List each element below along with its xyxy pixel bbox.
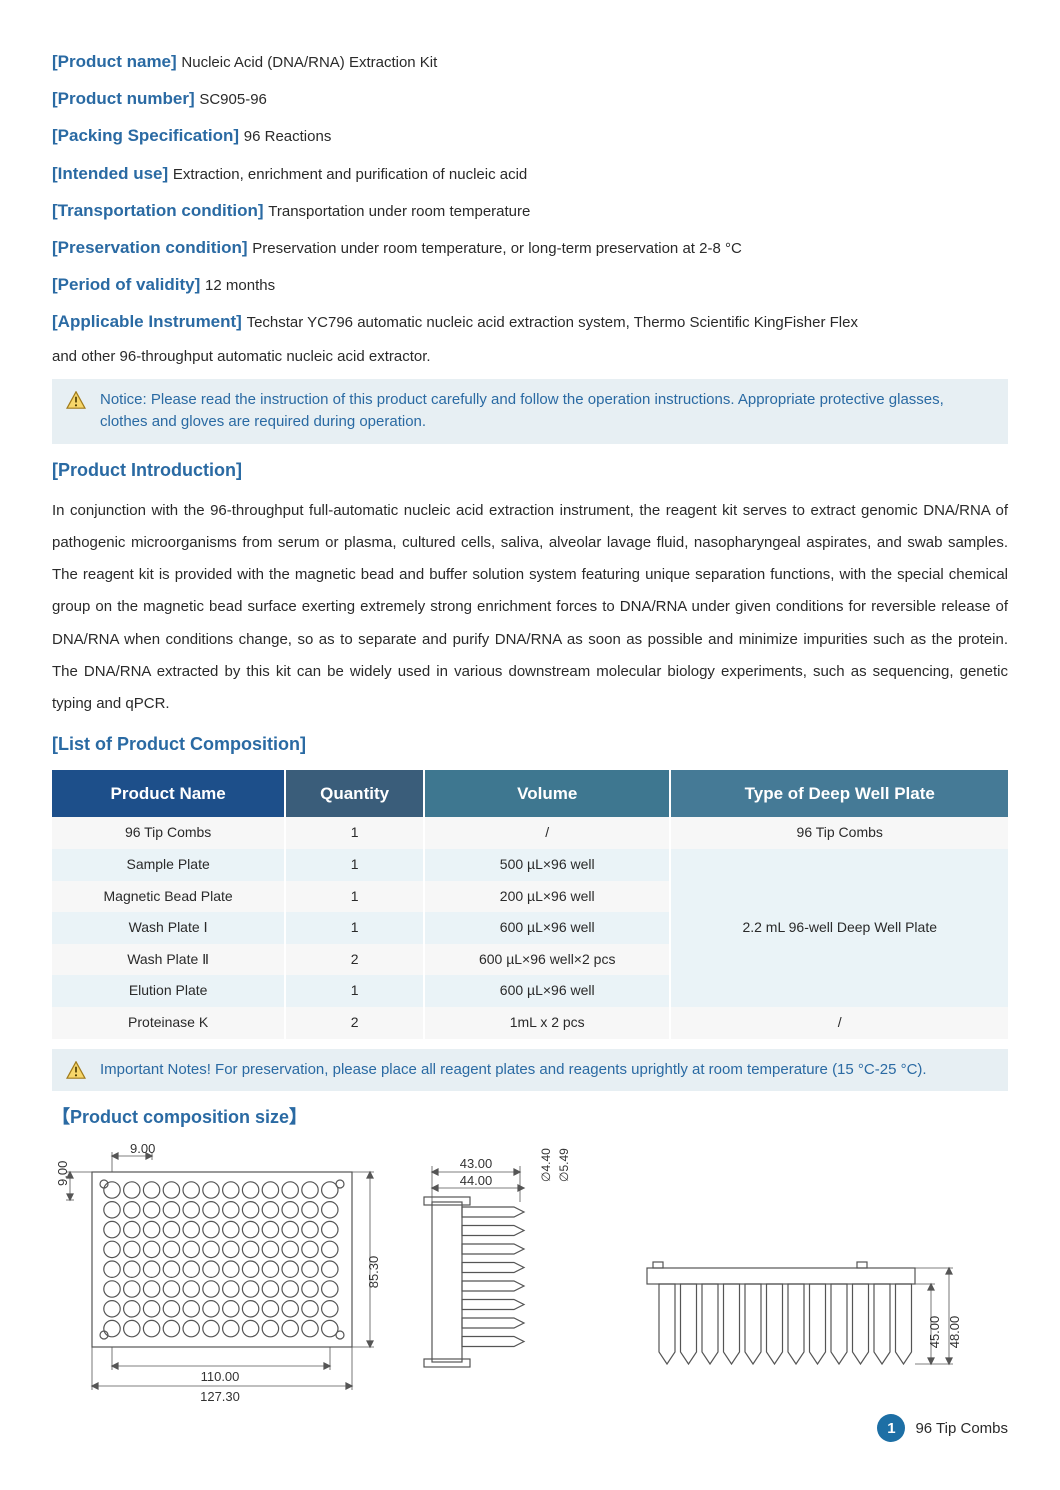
table-row: Sample Plate1500 µL×96 well2.2 mL 96-wel… — [52, 849, 1008, 881]
table-cell: 1 — [285, 849, 424, 881]
section-heading-size: 【Product composition size】 — [52, 1105, 1008, 1130]
warning-icon — [66, 1061, 86, 1079]
meta-row: [Period of validity] 12 months — [52, 271, 1008, 298]
svg-text:43.00: 43.00 — [460, 1156, 493, 1171]
table-cell: 600 µL×96 well — [424, 912, 670, 944]
table-row: Proteinase K21mL x 2 pcs/ — [52, 1007, 1008, 1039]
table-cell: Elution Plate — [52, 975, 285, 1007]
composition-table: Product NameQuantityVolumeType of Deep W… — [52, 770, 1008, 1039]
notice-box-2: Important Notes! For preservation, pleas… — [52, 1049, 1008, 1092]
meta-value: 96 Reactions — [244, 128, 332, 145]
table-cell: 1 — [285, 881, 424, 913]
svg-text:∅4.40: ∅4.40 — [539, 1148, 553, 1182]
table-cell: 1 — [285, 975, 424, 1007]
meta-value: SC905-96 — [199, 91, 267, 108]
svg-text:∅5.49: ∅5.49 — [557, 1148, 571, 1182]
meta-label: [Product name] — [52, 52, 181, 71]
section-heading-composition: [List of Product Composition] — [52, 732, 1008, 757]
meta-value: Nucleic Acid (DNA/RNA) Extraction Kit — [181, 54, 437, 71]
page-caption: 96 Tip Combs — [915, 1418, 1008, 1439]
table-header: Type of Deep Well Plate — [670, 770, 1008, 818]
diagram-comb-side: 45.00 48.00 — [637, 1242, 967, 1402]
diagram-top-view: 9.00 9.00 85.30 110.00 127.30 — [52, 1142, 382, 1402]
product-meta-list: [Product name] Nucleic Acid (DNA/RNA) Ex… — [52, 48, 1008, 367]
meta-row: [Product name] Nucleic Acid (DNA/RNA) Ex… — [52, 48, 1008, 75]
svg-text:9.00: 9.00 — [55, 1161, 70, 1186]
table-cell: Sample Plate — [52, 849, 285, 881]
table-cell: Wash Plate Ⅱ — [52, 944, 285, 976]
meta-row: [Applicable Instrument] Techstar YC796 a… — [52, 308, 1008, 335]
meta-label: [Intended use] — [52, 164, 173, 183]
meta-label: [Applicable Instrument] — [52, 312, 247, 331]
meta-label: [Transportation condition] — [52, 201, 268, 220]
table-cell: 2 — [285, 944, 424, 976]
warning-icon — [66, 391, 86, 409]
meta-label: [Packing Specification] — [52, 126, 244, 145]
page-footer: 1 96 Tip Combs — [52, 1414, 1008, 1442]
table-header: Quantity — [285, 770, 424, 818]
intro-text: In conjunction with the 96-throughput fu… — [52, 495, 1008, 721]
table-cell: 600 µL×96 well — [424, 975, 670, 1007]
table-cell: Proteinase K — [52, 1007, 285, 1039]
diagrams-row: 9.00 9.00 85.30 110.00 127.30 43.00 44.0… — [52, 1142, 1008, 1402]
meta-value: Preservation under room temperature, or … — [252, 240, 742, 257]
svg-text:127.30: 127.30 — [200, 1389, 240, 1402]
svg-text:44.00: 44.00 — [460, 1173, 493, 1188]
page-number-circle: 1 — [877, 1414, 905, 1442]
svg-text:110.00: 110.00 — [201, 1369, 240, 1384]
meta-row: [Preservation condition] Preservation un… — [52, 234, 1008, 261]
meta-continuation: and other 96-throughput automatic nuclei… — [52, 346, 1008, 367]
meta-row: [Intended use] Extraction, enrichment an… — [52, 160, 1008, 187]
notice-text: Notice: Please read the instruction of t… — [100, 389, 994, 434]
svg-text:85.30: 85.30 — [366, 1256, 381, 1289]
table-row: 96 Tip Combs1/96 Tip Combs — [52, 817, 1008, 849]
meta-row: [Transportation condition] Transportatio… — [52, 197, 1008, 224]
meta-label: [Preservation condition] — [52, 238, 252, 257]
svg-text:9.00: 9.00 — [130, 1142, 155, 1156]
meta-row: [Product number] SC905-96 — [52, 85, 1008, 112]
section-heading-intro: [Product Introduction] — [52, 458, 1008, 483]
notice-text-2: Important Notes! For preservation, pleas… — [100, 1059, 927, 1082]
table-cell-rowspan: 2.2 mL 96-well Deep Well Plate — [670, 849, 1008, 1007]
meta-value: Transportation under room temperature — [268, 203, 530, 220]
table-cell: 96 Tip Combs — [52, 817, 285, 849]
meta-value: Techstar YC796 automatic nucleic acid ex… — [247, 314, 858, 331]
table-cell: Wash Plate Ⅰ — [52, 912, 285, 944]
table-cell: 96 Tip Combs — [670, 817, 1008, 849]
table-cell: 1mL x 2 pcs — [424, 1007, 670, 1039]
table-header: Volume — [424, 770, 670, 818]
meta-label: [Period of validity] — [52, 275, 205, 294]
svg-text:45.00: 45.00 — [927, 1316, 942, 1349]
meta-value: Extraction, enrichment and purification … — [173, 166, 527, 183]
table-cell: 600 µL×96 well×2 pcs — [424, 944, 670, 976]
diagram-side-tips: 43.00 44.00 ∅4.40 ∅5.49 — [402, 1142, 617, 1402]
table-header: Product Name — [52, 770, 285, 818]
notice-box: Notice: Please read the instruction of t… — [52, 379, 1008, 444]
table-cell: / — [424, 817, 670, 849]
table-cell: 200 µL×96 well — [424, 881, 670, 913]
meta-row: [Packing Specification] 96 Reactions — [52, 122, 1008, 149]
table-cell: Magnetic Bead Plate — [52, 881, 285, 913]
table-cell: 2 — [285, 1007, 424, 1039]
table-cell: 500 µL×96 well — [424, 849, 670, 881]
meta-value: 12 months — [205, 277, 275, 294]
table-cell: 1 — [285, 817, 424, 849]
table-cell: 1 — [285, 912, 424, 944]
svg-text:48.00: 48.00 — [947, 1316, 962, 1349]
meta-label: [Product number] — [52, 89, 199, 108]
table-cell: / — [670, 1007, 1008, 1039]
